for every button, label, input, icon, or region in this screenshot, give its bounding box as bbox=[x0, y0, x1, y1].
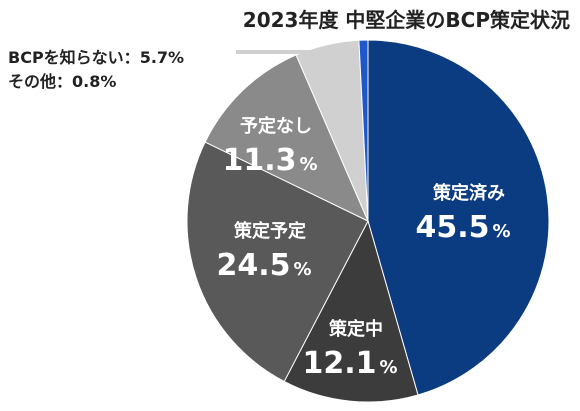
annotation-bcp-unknown: BCPを知らない：5.7% bbox=[8, 44, 184, 68]
pie-slice-done bbox=[367, 39, 550, 396]
annotation-separator: ： bbox=[56, 72, 73, 91]
pie-slice-other bbox=[358, 39, 369, 222]
slice-label-in-progress: 策定中 bbox=[329, 318, 383, 340]
slice-label-planned: 策定予定 bbox=[234, 220, 306, 242]
annotation-other: その他：0.8% bbox=[8, 68, 116, 92]
chart-title: 2023年度 中堅企業のBCP策定状況 bbox=[242, 8, 570, 32]
slice-label-done: 策定済み bbox=[433, 182, 505, 204]
slice-label-no-plan: 予定なし bbox=[240, 115, 312, 137]
annotation-value: 5.7% bbox=[139, 48, 185, 67]
pie-slice-planned bbox=[186, 141, 369, 383]
annotation-label: その他 bbox=[8, 72, 57, 91]
annotation-label: BCPを知らない bbox=[8, 48, 124, 67]
annotation-value: 0.8% bbox=[72, 72, 117, 91]
pie-slice-no-plan bbox=[204, 54, 369, 223]
annotation-separator: ： bbox=[123, 48, 140, 67]
pie-slice-in-progress bbox=[283, 219, 419, 403]
